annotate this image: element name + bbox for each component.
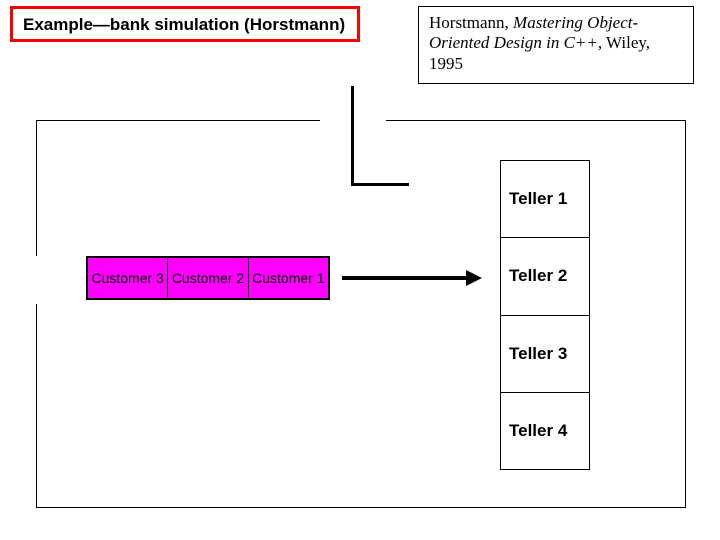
teller-cell: Teller 2 [501, 238, 589, 315]
left-entrance-gap [30, 256, 42, 304]
customer-queue: Customer 3Customer 2Customer 1 [86, 256, 330, 300]
citation-author: Horstmann, [429, 13, 513, 32]
arrival-horizontal-line [351, 183, 409, 186]
customer-queue-cell: Customer 3 [88, 258, 168, 298]
citation-box: Horstmann, Mastering Object-Oriented Des… [418, 6, 694, 84]
teller-stack: Teller 1Teller 2Teller 3Teller 4 [500, 160, 590, 470]
example-title-text: Example—bank simulation (Horstmann) [23, 15, 345, 34]
example-title-box: Example—bank simulation (Horstmann) [10, 6, 360, 42]
arrival-vertical-line [351, 86, 354, 186]
teller-cell: Teller 1 [501, 161, 589, 238]
customer-queue-cell: Customer 1 [249, 258, 328, 298]
queue-to-teller-arrow-head [466, 270, 482, 286]
queue-to-teller-arrow-line [342, 276, 468, 280]
teller-cell: Teller 3 [501, 316, 589, 393]
customer-queue-cell: Customer 2 [168, 258, 248, 298]
teller-cell: Teller 4 [501, 393, 589, 469]
